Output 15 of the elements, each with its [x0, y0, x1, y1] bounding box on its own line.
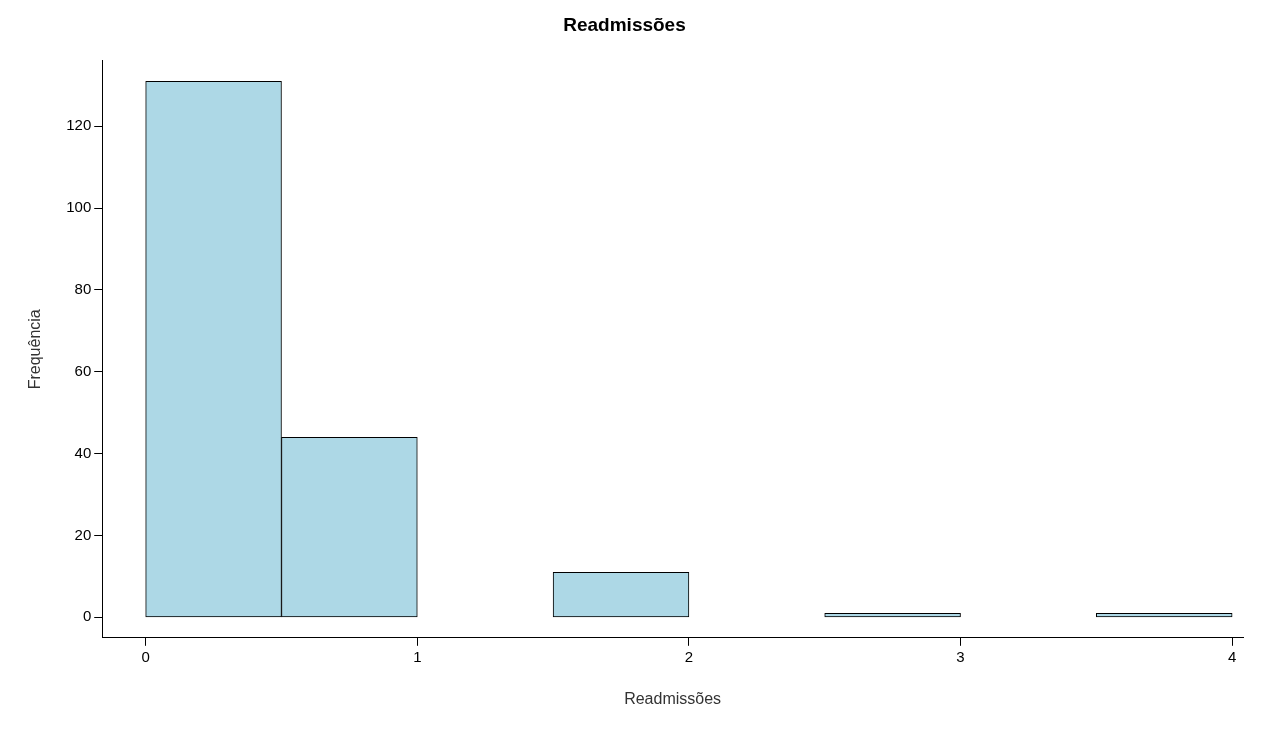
chart-title: Readmissões: [563, 13, 686, 35]
x-tick-label: 3: [956, 647, 965, 665]
x-tick-label: 2: [684, 647, 694, 665]
y-tick-label: 0: [82, 607, 92, 625]
y-axis-title: Frequência: [26, 309, 44, 390]
x-tick-label: 1: [413, 647, 422, 665]
y-tick-label: 40: [74, 443, 92, 461]
y-tick-label: 100: [66, 198, 92, 216]
y-tick-label: 80: [74, 280, 92, 298]
x-tick-label: 0: [141, 647, 150, 665]
y-tick-label: 120: [66, 116, 92, 134]
x-tick-label: 4: [1227, 647, 1237, 665]
y-tick-label: 60: [74, 361, 92, 379]
y-tick-label: 20: [74, 525, 92, 543]
x-axis-title: Readmissões: [624, 689, 722, 707]
